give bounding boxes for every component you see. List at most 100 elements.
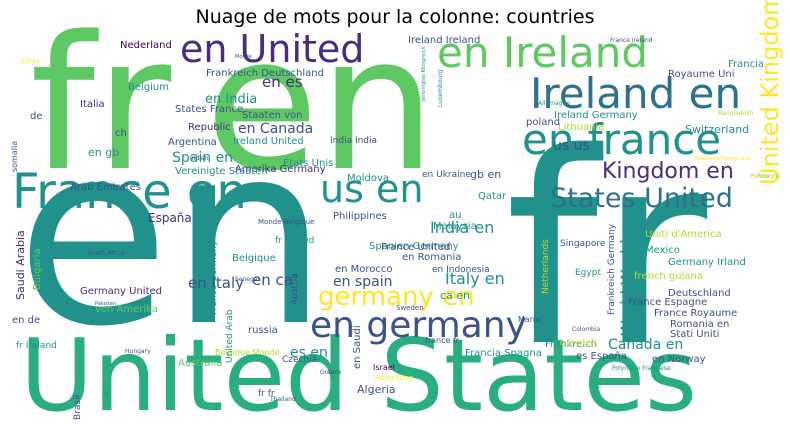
- cloud-word: Francia Spagna: [465, 348, 542, 359]
- cloud-word: Singapore: [560, 239, 606, 249]
- cloud-word: Germany Irland: [668, 257, 746, 268]
- cloud-word: Algeria: [357, 383, 396, 396]
- cloud-word: Saudi Arabia: [14, 230, 27, 300]
- cloud-word: Polynésie Française: [612, 365, 671, 372]
- cloud-word: Cameroon: [560, 339, 596, 347]
- cloud-word: en Indonesia: [432, 265, 490, 275]
- cloud-word: Italy en: [445, 269, 505, 288]
- cloud-word: Frankreich Deutschland: [206, 68, 324, 79]
- cloud-word: en Ireland: [437, 28, 648, 77]
- cloud-word: Switzerland: [685, 123, 749, 136]
- cloud-word: Turkey: [19, 58, 40, 65]
- cloud-word: World World: [617, 239, 636, 336]
- cloud-word: Lithuania: [558, 122, 604, 133]
- cloud-word: Thailand: [269, 396, 296, 403]
- cloud-word: es en: [290, 345, 328, 361]
- cloud-word: Monde: [235, 54, 252, 60]
- cloud-word: Bulgaria: [32, 249, 43, 290]
- cloud-word: Qatar: [478, 191, 507, 202]
- cloud-word: France Germany: [209, 240, 219, 315]
- cloud-word: en United: [180, 27, 364, 71]
- cloud-word: Australia: [178, 358, 222, 369]
- cloud-word: fr: [30, 0, 172, 212]
- cloud-word: Belgique Monde: [215, 348, 279, 357]
- cloud-word: en france: [522, 115, 721, 164]
- cloud-word: Argentina: [168, 137, 217, 148]
- cloud-word: es España: [576, 351, 627, 362]
- cloud-word: India India: [330, 136, 377, 146]
- cloud-word: Republica Dominicana: [695, 156, 751, 162]
- cloud-word: france fr: [425, 336, 460, 345]
- cloud-word: Nederland: [120, 40, 172, 51]
- cloud-word: Vereinigte Staaten: [175, 166, 268, 177]
- cloud-word: en germany: [310, 305, 527, 346]
- cloud-word: Greece: [320, 369, 342, 376]
- cloud-word: Moldova: [347, 173, 389, 184]
- cloud-word: en ca: [252, 271, 293, 289]
- cloud-word: au: [449, 210, 461, 221]
- cloud-word: en Morocco: [335, 264, 393, 275]
- cloud-word: en Italy: [188, 274, 244, 292]
- cloud-word: en es: [262, 73, 303, 91]
- cloud-word: Indien: [190, 155, 209, 162]
- cloud-word: Uniti d'America: [645, 229, 722, 240]
- cloud-word: Egypt: [575, 268, 601, 278]
- cloud-word: Ireland Ireland: [408, 35, 480, 46]
- cloud-word: Maroc: [518, 315, 542, 324]
- cloud-word: us us: [553, 138, 590, 154]
- cloud-word: United Kingdom: [756, 0, 784, 185]
- cloud-word: fr fr: [258, 389, 275, 399]
- cloud-word: Brasil: [73, 395, 83, 420]
- cloud-word: Canada en: [608, 337, 683, 353]
- cloud-word: de: [30, 111, 43, 122]
- cloud-word: Hungary: [125, 348, 151, 355]
- cloud-word: fr United: [275, 236, 314, 246]
- cloud-word: United Arab: [225, 309, 235, 363]
- cloud-word: en Canada: [238, 121, 313, 137]
- cloud-word: von Amerika: [95, 304, 158, 315]
- cloud-word: Mexico: [645, 245, 680, 256]
- cloud-word: fr: [505, 97, 710, 405]
- cloud-word: Francia: [728, 59, 764, 70]
- cloud-word: Polska: [750, 173, 769, 180]
- cloud-word: Ireland Germany: [554, 110, 638, 121]
- cloud-word: France Espagne: [628, 297, 707, 308]
- cloud-word: Amerika Germany: [235, 164, 326, 175]
- cloud-word: Luxembourg: [437, 69, 444, 107]
- cloud-word: us en: [320, 167, 423, 211]
- cloud-word: Kingdom en: [602, 159, 734, 184]
- cloud-word: en Ukraine: [422, 170, 471, 180]
- cloud-word: en India: [205, 92, 257, 107]
- cloud-word: France en: [12, 164, 247, 220]
- cloud-word: Sweden: [396, 304, 424, 312]
- cloud-word: Austria: [290, 273, 300, 305]
- cloud-word: Monde Belgique: [258, 218, 314, 226]
- cloud-word: Frankreich Germany: [607, 223, 617, 315]
- cloud-word: Senegal: [235, 276, 259, 283]
- cloud-word: poland: [526, 117, 560, 128]
- cloud-word: Colombia: [572, 326, 601, 333]
- cloud-word: en: [205, 0, 436, 212]
- cloud-word: Pakistan: [95, 301, 116, 307]
- cloud-word: en Norway: [652, 354, 706, 365]
- cloud-word: Netherlands: [541, 239, 551, 294]
- cloud-word: gb en: [470, 168, 501, 181]
- cloud-word: States France: [175, 104, 243, 115]
- cloud-word: France Ireland: [610, 37, 653, 44]
- cloud-word: France Royaume: [654, 308, 737, 319]
- cloud-word: en Romania: [402, 252, 461, 263]
- cloud-word: french guiana: [634, 271, 703, 282]
- cloud-word: Italia: [80, 99, 105, 110]
- cloud-word: Belgique: [232, 253, 276, 264]
- cloud-word: España: [148, 211, 192, 225]
- cloud-word: en gb: [88, 146, 119, 159]
- cloud-word: lu: [102, 390, 108, 398]
- cloud-word: germany en: [318, 282, 475, 312]
- cloud-word: United States: [20, 317, 697, 429]
- cloud-word: Ireland United: [233, 136, 304, 147]
- cloud-word: Republic: [188, 122, 231, 133]
- cloud-word: somalia: [10, 141, 19, 172]
- cloud-word: Hong Kong: [375, 374, 413, 382]
- cloud-word: en: [16, 90, 328, 381]
